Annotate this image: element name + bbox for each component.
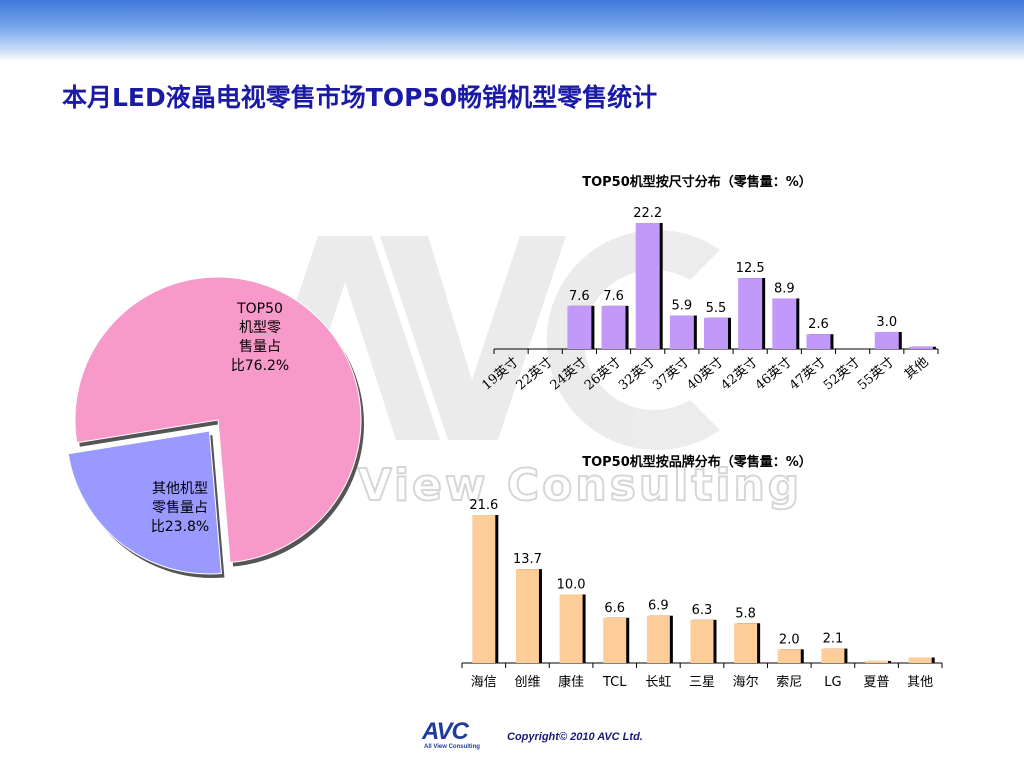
avc-logo: AVC [422, 718, 469, 745]
pie-label: 机型零 [239, 320, 281, 336]
pie-label: 售量占 [239, 339, 281, 355]
data-label: 2.1 [823, 632, 844, 647]
x-tick-label: 55英寸 [855, 355, 897, 394]
x-tick-label: LG [824, 675, 841, 690]
watermark-text: View Consulting [358, 460, 803, 511]
bar [704, 317, 728, 349]
watermark-letter-c [546, 230, 720, 450]
bar [772, 298, 797, 349]
bar [908, 346, 933, 349]
pie-label: 零售量占 [152, 500, 208, 516]
x-tick-label: 长虹 [645, 675, 671, 690]
data-label: 6.9 [648, 599, 669, 614]
x-tick-label: 夏普 [864, 675, 890, 690]
bar [777, 649, 801, 663]
data-label: 5.8 [735, 606, 756, 621]
data-label: 3.0 [876, 315, 897, 330]
bar [908, 657, 932, 663]
x-tick-label: 19英寸 [479, 355, 521, 394]
x-tick-label: 26英寸 [582, 355, 624, 394]
x-tick-label: 22英寸 [514, 355, 556, 394]
bar [669, 315, 694, 349]
x-tick-label: 40英寸 [684, 355, 726, 394]
data-label: 12.5 [736, 261, 765, 276]
bar [690, 619, 714, 663]
data-label: 6.6 [604, 601, 625, 616]
x-tick-label: 其他 [907, 675, 933, 690]
data-label: 2.0 [779, 632, 800, 647]
data-label: 5.9 [672, 299, 693, 314]
pie-label: 其他机型 [152, 481, 208, 497]
pie-label: 比23.8% [151, 519, 209, 535]
header-band [0, 0, 1024, 62]
bar [635, 223, 660, 349]
chart-title: TOP50机型按尺寸分布（零售量：%） [582, 174, 812, 190]
bar [738, 278, 763, 349]
bar [646, 615, 670, 663]
bar [821, 648, 845, 663]
x-tick-label: 创维 [514, 675, 540, 690]
bar [472, 515, 496, 663]
x-tick-label: 索尼 [776, 675, 802, 690]
brand-bar-chart: TOP50机型按品牌分布（零售量：%） 21.6 海信 13.7 创维 10.0 康佳 6.6… [461, 454, 943, 690]
x-tick-label: 康佳 [558, 674, 584, 690]
page-title: 本月LED液晶电视零售市场TOP50畅销机型零售统计 [62, 83, 658, 112]
data-label: 2.6 [808, 317, 829, 332]
data-label: 10.0 [557, 577, 586, 592]
x-tick-label: 三星 [689, 675, 715, 690]
bar [567, 305, 592, 349]
pie-slice-top50 [74, 276, 362, 564]
copyright-text: Copyright© 2010 AVC Ltd. [507, 731, 643, 743]
data-label: 22.2 [633, 206, 662, 221]
x-tick-label: 海尔 [733, 675, 759, 690]
x-tick-label: 52英寸 [821, 355, 863, 394]
x-tick-label: 其他 [902, 355, 932, 383]
x-tick-label: 海信 [471, 675, 497, 690]
bar [601, 305, 626, 349]
x-tick-label: 24英寸 [548, 355, 590, 394]
bar [865, 660, 889, 663]
pie-label: TOP50 [236, 301, 283, 317]
bar [874, 331, 899, 349]
bar [806, 334, 831, 349]
watermark-letter-v [380, 236, 566, 440]
x-tick-label: 46英寸 [753, 355, 795, 394]
x-tick-label: 32英寸 [616, 355, 658, 394]
x-tick-label: 47英寸 [787, 355, 829, 394]
bar [603, 617, 627, 663]
bar [515, 569, 539, 663]
data-label: 13.7 [513, 552, 542, 567]
x-tick-label: 37英寸 [650, 355, 692, 394]
bar [734, 623, 758, 663]
data-label: 5.5 [706, 301, 727, 316]
data-label: 21.6 [469, 498, 498, 513]
data-label: 6.3 [692, 603, 713, 618]
pie-label: 比76.2% [231, 358, 289, 374]
x-tick-label: TCL [602, 675, 627, 690]
chart-title: TOP50机型按品牌分布（零售量：%） [582, 454, 812, 470]
avc-logo-subtitle: All View Consulting [424, 744, 480, 750]
bar [559, 594, 583, 663]
pie-slice-other [67, 430, 222, 575]
data-label: 7.6 [569, 289, 590, 304]
data-label: 7.6 [603, 289, 624, 304]
data-label: 8.9 [774, 281, 795, 296]
x-tick-label: 42英寸 [718, 355, 760, 394]
